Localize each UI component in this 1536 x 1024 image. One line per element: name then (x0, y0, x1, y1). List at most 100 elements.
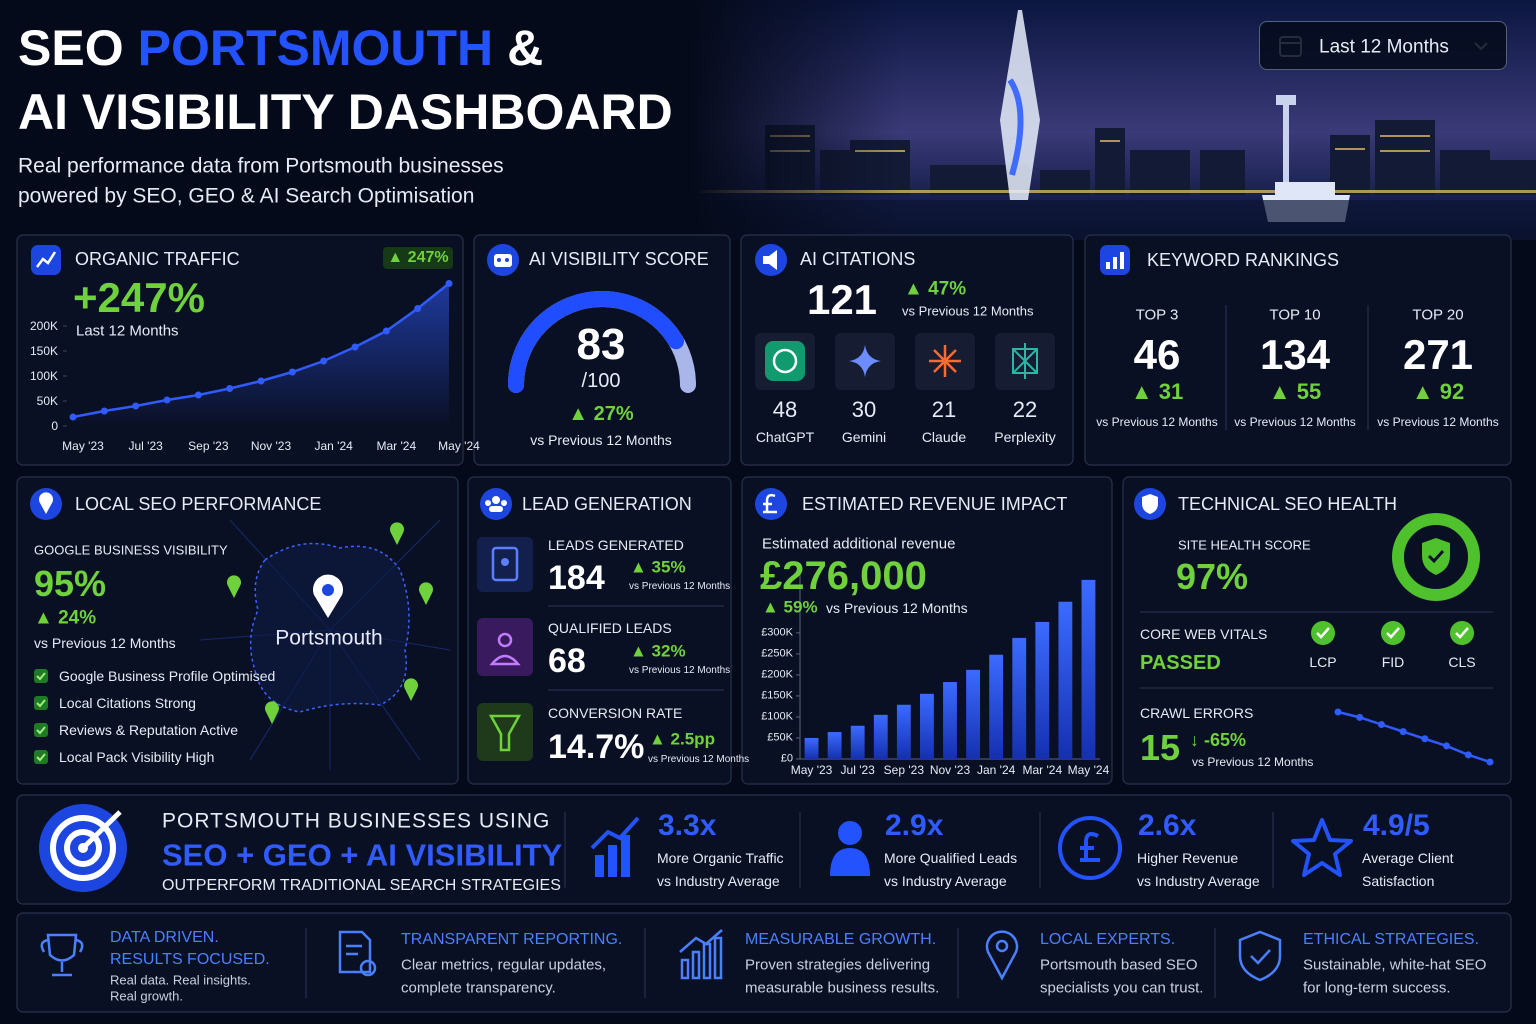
point (1464, 751, 1472, 759)
technical-seo-site-health-label: SITE HEALTH SCORE (1178, 537, 1311, 553)
bar (943, 682, 957, 759)
footer-items-1-title-0: TRANSPARENT REPORTING. (401, 931, 623, 948)
header-date-filter[interactable]: Last 12 Months (1319, 36, 1449, 58)
footer-items-1-text-0: Clear metrics, regular updates, (401, 956, 607, 974)
footer-items-1-text-1: complete transparency. (401, 979, 556, 997)
revenue-label: Estimated additional revenue (762, 535, 956, 553)
header-subtitle-line1: Real performance data from Portsmouth bu… (18, 154, 504, 178)
banner-stats-1-line2: vs Industry Average (884, 873, 1007, 889)
bar (1012, 637, 1027, 759)
tech-icons (1311, 513, 1480, 645)
technical-seo-crawl-label: CRAWL ERRORS (1140, 705, 1254, 721)
keyword-rankings-columns-1-note: vs Previous 12 Months (1234, 415, 1356, 429)
ai-visibility-score: 83 (576, 320, 626, 369)
organic-traffic-chart-categories-6: Nov '23 (250, 439, 292, 453)
technical-seo-site-health-value: 97% (1176, 556, 1249, 597)
point (1334, 708, 1342, 716)
banner-stats-3-value: 4.9/5 (1363, 809, 1430, 842)
footer-icons (40, 929, 1282, 982)
header-title-part2: & (507, 20, 544, 76)
point (257, 377, 265, 385)
ai-visibility-change: ▲ 27% (568, 403, 634, 425)
bar (873, 714, 888, 759)
header-title-part1: SEO (18, 20, 124, 76)
keyword-rankings-columns-1-value: 134 (1259, 331, 1331, 378)
banner-line3: OUTPERFORM TRADITIONAL SEARCH STRATEGIES (162, 877, 561, 894)
lead-generation-metrics-2-note: vs Previous 12 Months (648, 754, 750, 765)
date-filter[interactable] (1259, 21, 1507, 70)
point (132, 402, 140, 410)
revenue-value: £276,000 (760, 554, 927, 598)
footer-items-0-title-0: DATA DRIVEN. (110, 929, 219, 946)
organic-traffic-title: ORGANIC TRAFFIC (75, 249, 240, 269)
revenue-chart-yticks-0-label: £0 (780, 752, 793, 765)
point (69, 413, 77, 421)
lead-generation-metrics-0-note: vs Previous 12 Months (629, 581, 731, 592)
bar (1035, 621, 1050, 759)
footer-items-2-text-0: Proven strategies delivering (745, 956, 931, 974)
point (382, 327, 390, 335)
banner-stats-3-line1: Average Client (1362, 850, 1454, 866)
ai-citations-total: 121 (806, 276, 878, 323)
banner-stats-0-value: 3.3x (658, 809, 717, 842)
banner-icons (39, 804, 1353, 892)
revenue-note: vs Previous 12 Months (826, 600, 968, 616)
footer-items-0-text-1: Real growth. (110, 988, 183, 1004)
organic-traffic-chart-categories-2: Jul '23 (128, 439, 163, 453)
bar (827, 732, 842, 759)
point (351, 343, 359, 351)
banner-stats-3-line2: Satisfaction (1362, 873, 1435, 889)
point (320, 357, 328, 365)
bar (966, 669, 980, 759)
lead-generation-metrics-2-change: ▲ 2.5pp (649, 729, 715, 749)
ai-citations-platforms-2-count: 21 (931, 397, 957, 422)
point (100, 407, 108, 415)
local-seo-metric-label: GOOGLE BUSINESS VISIBILITY (34, 542, 228, 558)
bar (989, 654, 1004, 759)
platform-tiles (755, 333, 1055, 390)
revenue-chart-categories-2: Jul '23 (840, 763, 875, 777)
revenue-title: ESTIMATED REVENUE IMPACT (802, 494, 1068, 514)
lead-generation-metrics-1-note: vs Previous 12 Months (629, 665, 731, 676)
point (445, 280, 453, 287)
revenue-change: ▲ 59% (762, 597, 818, 617)
title-line1: SEO PORTSMOUTH & (18, 23, 543, 73)
banner-line1: PORTSMOUTH BUSINESSES USING (162, 809, 551, 833)
badge-bg (383, 247, 453, 269)
lead-generation-metrics-1-label: QUALIFIED LEADS (548, 620, 672, 636)
point (1443, 742, 1451, 750)
ai-citations-platforms-1-count: 30 (851, 397, 877, 422)
point (414, 305, 422, 312)
technical-seo-cwv-label: CORE WEB VITALS (1140, 626, 1268, 642)
organic-traffic-chart-categories-8: Jan '24 (314, 439, 353, 453)
gauge-value (508, 291, 685, 393)
banner-stats-1-line1: More Qualified Leads (884, 850, 1018, 866)
technical-seo-vitals-2: CLS (1448, 654, 1476, 670)
organic-traffic-chart-categories-10: Mar '24 (376, 439, 417, 453)
local-seo-checklist-2: Reviews & Reputation Active (59, 722, 238, 738)
technical-seo-crawl-change: ↓ -65% (1190, 730, 1247, 750)
local-seo-note: vs Previous 12 Months (34, 635, 176, 651)
point (1421, 735, 1429, 743)
header-title-line2: AI VISIBILITY DASHBOARD (18, 84, 673, 140)
lead-generation-metrics-2-label: CONVERSION RATE (548, 705, 683, 721)
bar (1058, 601, 1073, 759)
organic-traffic-chart-yticks-2-label: 100K (29, 369, 58, 383)
bar (804, 737, 819, 759)
revenue-chart-yticks-5-label: £250K (761, 647, 793, 660)
local-seo-title: LOCAL SEO PERFORMANCE (75, 494, 322, 514)
keyword-rankings-columns-0-change: ▲ 31 (1130, 379, 1184, 404)
cards (16, 234, 1512, 1013)
banner-stats-2-value: 2.6x (1138, 809, 1197, 842)
ai-citations-change: ▲ 47% (904, 278, 967, 300)
revenue-chart-yticks-6-label: £300K (761, 626, 793, 639)
ai-visibility-change-note: vs Previous 12 Months (530, 432, 672, 448)
footer-items-0-title-1: RESULTS FOCUSED. (110, 951, 270, 968)
revenue-chart-categories-12: May '24 (1067, 763, 1110, 777)
ai-citations-platforms-2-name: Claude (921, 429, 967, 445)
local-seo-checklist-3: Local Pack Visibility High (59, 749, 215, 765)
lead-generation-metrics-0-change: ▲ 35% (630, 557, 686, 577)
bar (896, 704, 911, 759)
revenue-chart-categories-10: Mar '24 (1022, 763, 1063, 777)
